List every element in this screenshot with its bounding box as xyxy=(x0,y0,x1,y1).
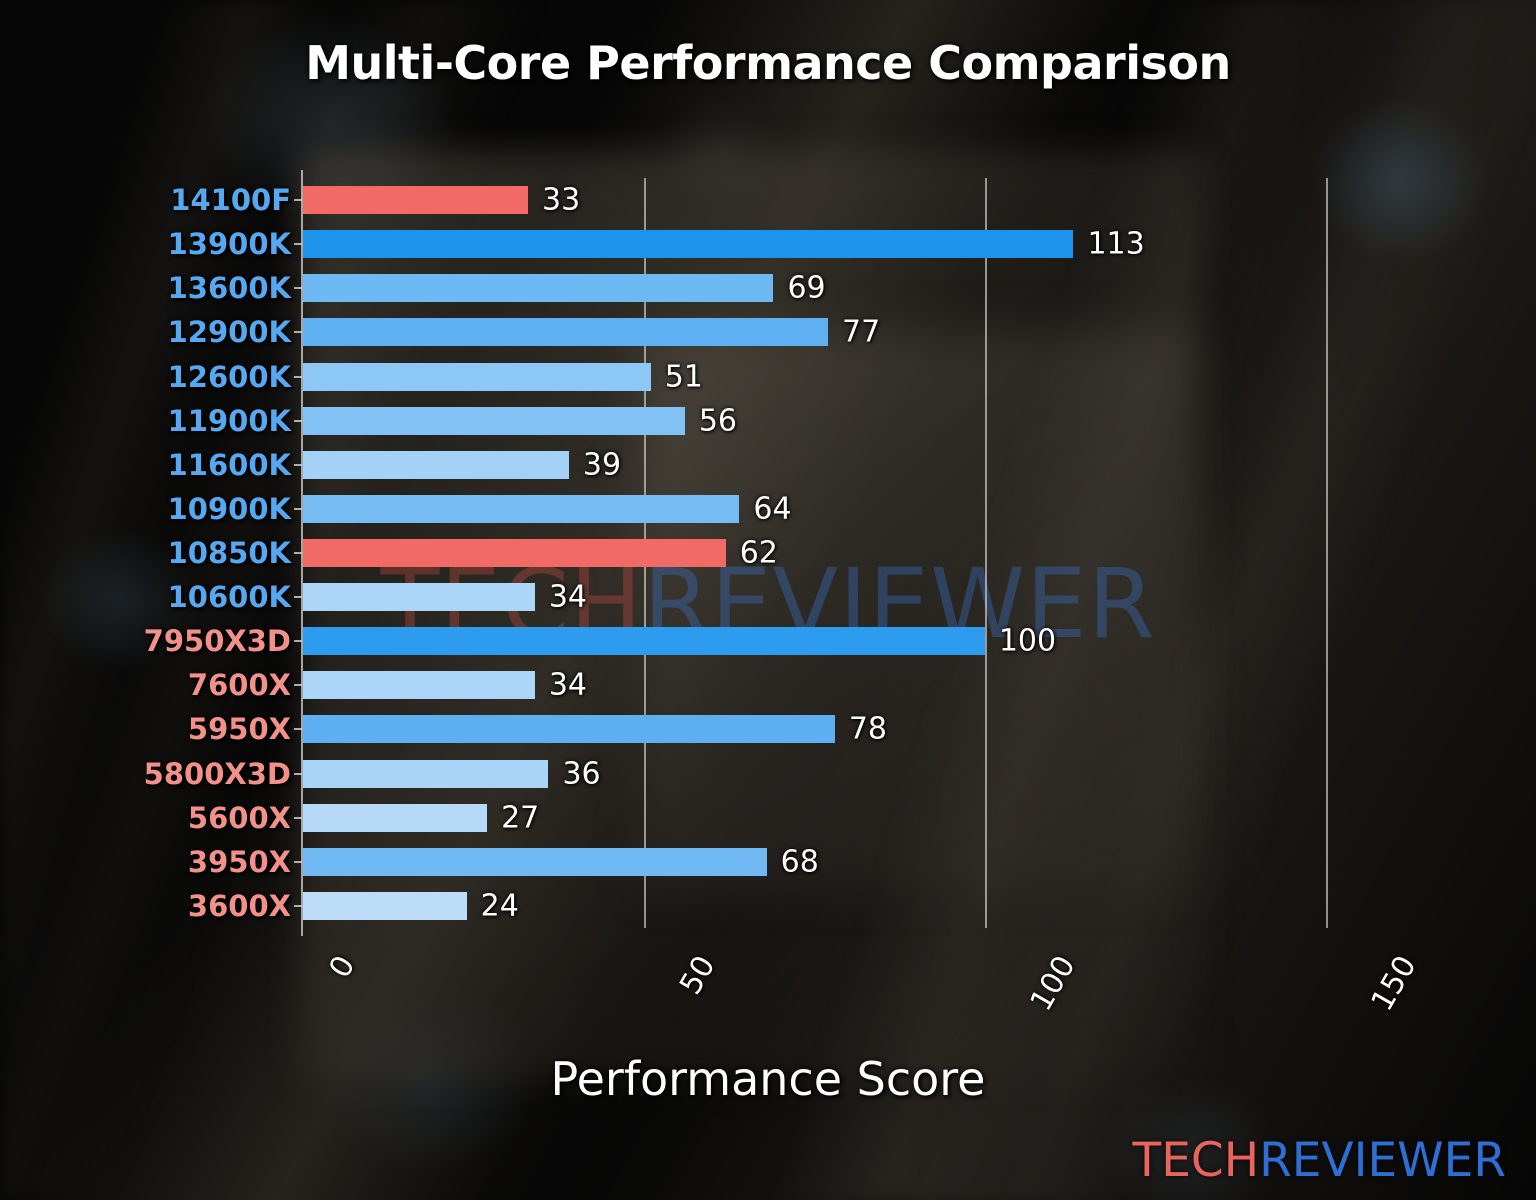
bar-value-label: 33 xyxy=(542,182,581,218)
bar-row[interactable]: 24 xyxy=(294,884,1428,928)
bar-11600K[interactable] xyxy=(303,450,569,479)
y-axis-tick xyxy=(294,640,302,643)
bar-row[interactable]: 64 xyxy=(294,487,1428,531)
bar-row[interactable]: 34 xyxy=(294,575,1428,619)
y-axis-tick xyxy=(294,772,302,775)
y-axis-tick xyxy=(294,728,302,731)
bar-value-label: 64 xyxy=(753,491,792,527)
bar-14100F[interactable] xyxy=(303,186,528,215)
y-axis-tick xyxy=(294,287,302,290)
bar-row[interactable]: 68 xyxy=(294,840,1428,884)
y-label-12600K[interactable]: 12600K xyxy=(167,359,291,394)
y-label-5950X[interactable]: 5950X xyxy=(187,712,291,747)
y-label-14100F[interactable]: 14100F xyxy=(170,183,291,218)
bar-row[interactable]: 51 xyxy=(294,354,1428,398)
y-label-7600X[interactable]: 7600X xyxy=(187,668,291,703)
logo-tech-text: TECH xyxy=(1132,1133,1260,1188)
y-label-10900K[interactable]: 10900K xyxy=(167,491,291,526)
bar-row[interactable]: 100 xyxy=(294,619,1428,663)
bar-value-label: 78 xyxy=(848,711,887,747)
y-axis-tick xyxy=(294,684,302,687)
bar-row[interactable]: 34 xyxy=(294,663,1428,707)
bar-row[interactable]: 33 xyxy=(294,178,1428,222)
y-axis-tick xyxy=(294,199,302,202)
bar-value-label: 27 xyxy=(501,800,540,836)
y-axis-tick xyxy=(294,463,302,466)
gridline-150 xyxy=(1325,178,1328,928)
bar-value-label: 51 xyxy=(664,359,703,395)
bar-3600X[interactable] xyxy=(303,891,467,920)
bar-row[interactable]: 113 xyxy=(294,222,1428,266)
bar-13600K[interactable] xyxy=(303,274,774,303)
y-axis-tick xyxy=(294,375,302,378)
bar-10600K[interactable] xyxy=(303,583,535,612)
bar-10900K[interactable] xyxy=(303,494,740,523)
bar-row[interactable]: 77 xyxy=(294,310,1428,354)
bar-value-label: 56 xyxy=(698,403,737,439)
y-label-11600K[interactable]: 11600K xyxy=(167,447,291,482)
bar-12600K[interactable] xyxy=(303,362,651,391)
bar-5950X[interactable] xyxy=(303,715,835,744)
chart-title: Multi-Core Performance Comparison xyxy=(305,36,1231,90)
bar-row[interactable]: 39 xyxy=(294,443,1428,487)
bar-7950X3D[interactable] xyxy=(303,627,985,656)
bar-10850K[interactable] xyxy=(303,538,726,567)
logo-reviewer-text: REVIEWER xyxy=(1259,1133,1506,1188)
bar-value-label: 39 xyxy=(582,447,622,483)
bar-value-label: 36 xyxy=(562,756,601,792)
y-label-5800X3D[interactable]: 5800X3D xyxy=(143,756,291,791)
bar-row[interactable]: 56 xyxy=(294,399,1428,443)
y-axis-tick xyxy=(294,860,302,863)
bar-value-label: 68 xyxy=(780,844,819,880)
bar-value-label: 69 xyxy=(787,270,826,306)
y-label-10850K[interactable]: 10850K xyxy=(167,536,291,570)
bar-value-label: 100 xyxy=(998,623,1057,659)
y-axis-tick xyxy=(294,243,302,246)
bar-value-label: 62 xyxy=(739,535,778,571)
background-socket-blur xyxy=(300,150,1200,1080)
bar-12900K[interactable] xyxy=(303,318,828,347)
y-axis-spine xyxy=(301,170,303,936)
bar-row[interactable]: 62 xyxy=(294,531,1428,575)
y-axis-tick xyxy=(294,551,302,554)
bar-row[interactable]: 78 xyxy=(294,707,1428,751)
bar-value-label: 77 xyxy=(842,314,881,350)
bar-13900K[interactable] xyxy=(303,230,1074,259)
y-axis-tick xyxy=(294,507,302,510)
brand-logo: TECHREVIEWER xyxy=(1133,1133,1506,1188)
y-axis-tick xyxy=(294,419,302,422)
x-axis-title: Performance Score xyxy=(550,1052,986,1106)
bar-5600X[interactable] xyxy=(303,803,488,832)
bar-value-label: 34 xyxy=(548,579,587,615)
y-label-12900K[interactable]: 12900K xyxy=(167,315,291,350)
bar-3950X[interactable] xyxy=(303,847,767,876)
y-label-10600K[interactable]: 10600K xyxy=(167,580,291,615)
y-axis-tick xyxy=(294,816,302,819)
bar-value-label: 34 xyxy=(548,667,587,703)
background-die-blur xyxy=(640,330,1200,890)
bar-row[interactable]: 27 xyxy=(294,796,1428,840)
y-label-7950X3D[interactable]: 7950X3D xyxy=(143,624,291,659)
y-label-3950X[interactable]: 3950X xyxy=(187,844,291,879)
bar-value-label: 24 xyxy=(480,888,519,924)
y-label-13900K[interactable]: 13900K xyxy=(167,227,291,262)
y-axis-tick xyxy=(294,904,302,907)
bar-row[interactable]: 36 xyxy=(294,752,1428,796)
y-label-11900K[interactable]: 11900K xyxy=(167,403,291,438)
bar-row[interactable]: 69 xyxy=(294,266,1428,310)
bar-chart-plot-area: 33 113 69 77 51 56 39 64 62 34 100 34 78 36 27 68 24 xyxy=(294,170,1428,936)
bar-7600X[interactable] xyxy=(303,671,535,700)
bar-value-label: 113 xyxy=(1087,226,1145,262)
y-label-3600X[interactable]: 3600X xyxy=(187,888,291,923)
y-label-5600X[interactable]: 5600X xyxy=(187,800,291,835)
bar-11900K[interactable] xyxy=(303,406,685,435)
y-label-13600K[interactable]: 13600K xyxy=(167,271,291,306)
gridline-100 xyxy=(984,178,987,928)
bar-5800X3D[interactable] xyxy=(303,759,549,788)
y-axis-tick xyxy=(294,331,302,334)
y-axis-tick xyxy=(294,596,302,599)
